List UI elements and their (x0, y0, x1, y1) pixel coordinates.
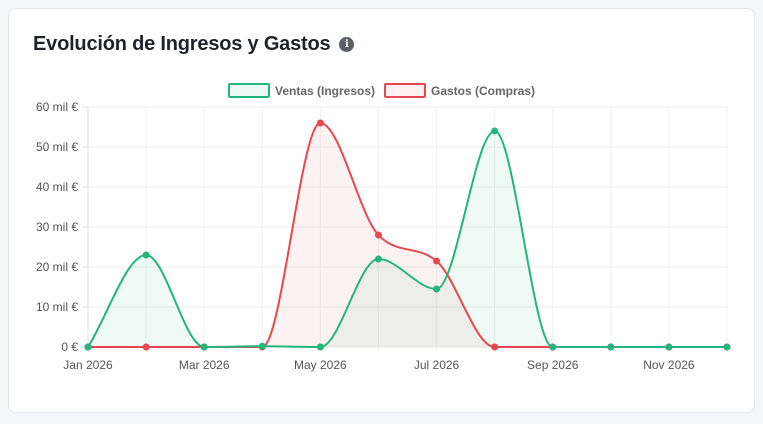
y-axis-ticks: 0 € 10 mil € 20 mil € 30 mil € 40 mil € 50 mi… (36, 100, 78, 354)
data-point-gastos[interactable] (316, 119, 324, 127)
data-point-ventas[interactable] (433, 285, 441, 293)
series-area-gastos (88, 123, 727, 347)
data-point-ventas[interactable] (723, 343, 731, 351)
data-point-ventas[interactable] (665, 343, 673, 351)
legend: Ventas (Ingresos) Gastos (Compras) (228, 83, 535, 98)
series-line-ventas (87, 129, 727, 349)
data-point-ventas[interactable] (607, 343, 615, 351)
y-tick-label: 60 mil € (36, 100, 78, 114)
grid-layer (82, 106, 728, 352)
data-point-gastos[interactable] (433, 257, 441, 265)
y-tick-label: 0 € (61, 340, 78, 354)
data-point-gastos[interactable] (374, 231, 382, 239)
data-point-ventas[interactable] (142, 251, 150, 259)
series-area-ventas (88, 131, 727, 347)
card-title: Evolución de Ingresos y Gastos (33, 33, 331, 55)
data-point-ventas[interactable] (84, 343, 92, 351)
legend-swatch-gastos (384, 83, 426, 98)
legend-item-ventas[interactable]: Ventas (Ingresos) (228, 83, 375, 98)
x-tick-label: Sep 2026 (527, 358, 579, 372)
area-layer (88, 123, 727, 347)
x-tick-label: May 2026 (294, 358, 347, 372)
x-axis-ticks: Jan 2026 Mar 2026 May 2026 Jul 2026 Sep 2026… (63, 358, 695, 372)
data-point-ventas[interactable] (491, 127, 499, 135)
x-tick-label: Jan 2026 (63, 358, 113, 372)
data-point-gastos[interactable] (491, 343, 499, 351)
data-point-gastos[interactable] (142, 343, 150, 351)
data-point-ventas[interactable] (316, 343, 324, 351)
legend-label-gastos: Gastos (Compras) (431, 84, 535, 98)
y-tick-label: 20 mil € (36, 260, 78, 274)
x-tick-label: Nov 2026 (643, 358, 695, 372)
y-tick-label: 10 mil € (36, 300, 78, 314)
card-header: Evolución de Ingresos y Gastos i (33, 33, 355, 56)
y-tick-label: 40 mil € (36, 180, 78, 194)
x-tick-label: Mar 2026 (179, 358, 230, 372)
point-layer (84, 119, 731, 351)
data-point-ventas[interactable] (258, 342, 266, 350)
data-point-ventas[interactable] (200, 343, 208, 351)
legend-item-gastos[interactable]: Gastos (Compras) (384, 83, 535, 98)
y-tick-label: 30 mil € (36, 220, 78, 234)
x-tick-label: Jul 2026 (414, 358, 460, 372)
legend-label-ventas: Ventas (Ingresos) (275, 84, 375, 98)
data-point-ventas[interactable] (374, 255, 382, 263)
data-point-ventas[interactable] (549, 343, 557, 351)
info-icon[interactable]: i (339, 37, 355, 52)
legend-swatch-ventas (228, 83, 270, 98)
chart-card: Evolución de Ingresos y Gastos i (8, 8, 755, 413)
y-tick-label: 50 mil € (36, 140, 78, 154)
